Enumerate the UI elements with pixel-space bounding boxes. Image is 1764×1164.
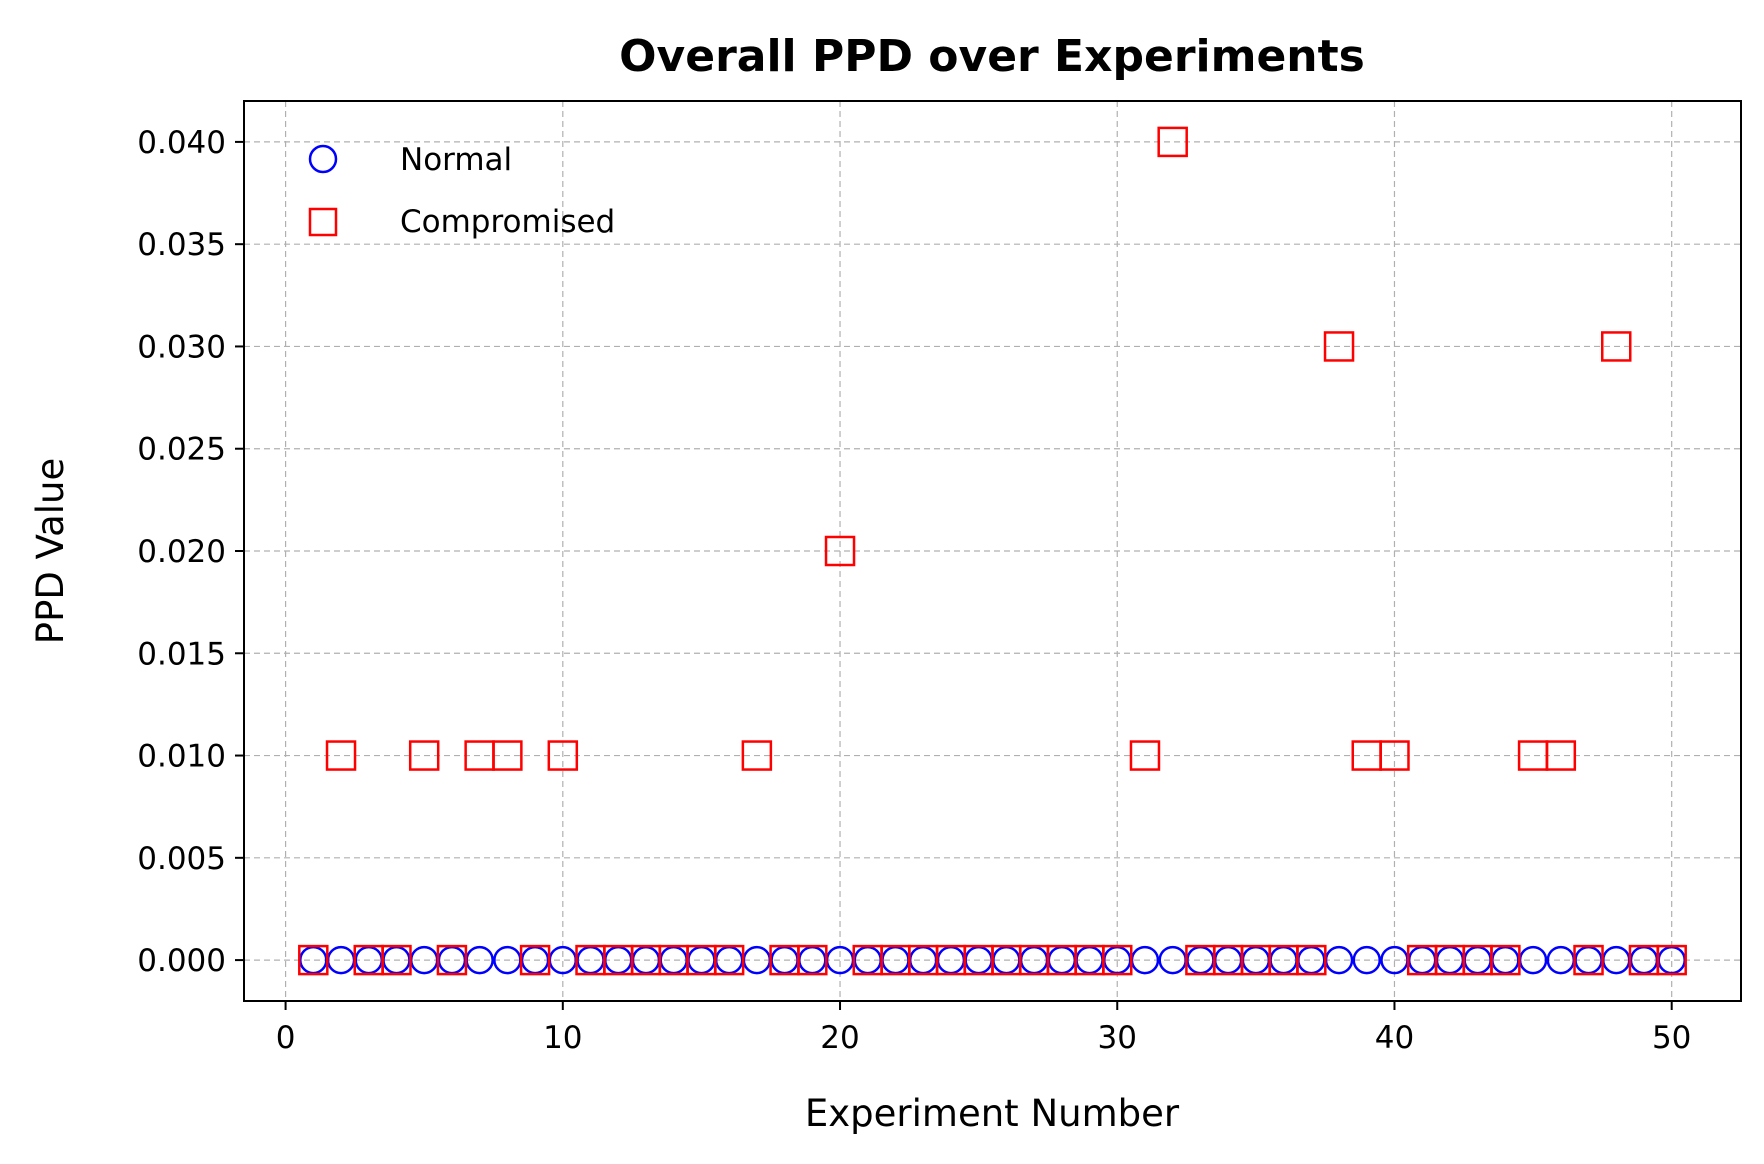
normal-point	[1518, 945, 1548, 975]
normal-point	[548, 945, 578, 975]
ticks-layer: 0 10 20 30 40 50 0.000 0.005 0.010 0.015 0.020 0.02…	[137, 125, 1691, 1056]
compromised-point	[1517, 740, 1549, 771]
normal-point	[326, 945, 356, 975]
x-tick-label: 20	[820, 1020, 859, 1056]
compromised-point	[519, 944, 551, 976]
y-axis-label: PPD Value	[29, 458, 72, 644]
compromised-point	[1102, 944, 1133, 976]
compromised-point	[1379, 740, 1410, 771]
legend-compromised-marker	[308, 207, 338, 237]
compromised-point	[1601, 331, 1632, 362]
compromised-point	[1545, 740, 1577, 771]
compromised-point	[298, 944, 329, 976]
x-axis-label: Experiment Number	[805, 1092, 1180, 1135]
normal-point	[437, 945, 467, 975]
legend-normal-label: Normal	[400, 142, 512, 178]
compromised-point	[1490, 944, 1521, 976]
x-tick-label: 0	[276, 1020, 296, 1056]
normal-point	[1407, 945, 1437, 975]
compromised-point	[1573, 944, 1604, 976]
normal-point	[1657, 945, 1686, 975]
normal-point	[687, 945, 716, 975]
compromised-point	[1656, 944, 1687, 976]
compromised-point	[713, 944, 745, 976]
compromised-point	[824, 535, 856, 567]
legend: Normal Compromised	[308, 142, 615, 240]
compromised-point	[381, 944, 412, 976]
y-tick-label: 0.020	[137, 534, 226, 570]
legend-compromised-label: Compromised	[400, 204, 615, 240]
y-tick-label: 0.015	[137, 636, 226, 672]
normal-point	[936, 945, 966, 975]
y-tick-label: 0.040	[137, 125, 226, 161]
marks-layer	[298, 126, 1687, 976]
y-tick-label: 0.025	[137, 432, 226, 468]
compromised-point	[1296, 944, 1327, 976]
grid-layer	[244, 101, 1741, 1001]
compromised-point	[1129, 740, 1161, 771]
y-tick-label: 0.010	[137, 739, 226, 775]
compromised-point	[408, 740, 440, 771]
chart-title: Overall PPD over Experiments	[619, 31, 1365, 82]
x-tick-label: 40	[1375, 1020, 1414, 1056]
compromised-point	[547, 740, 579, 771]
compromised-point	[492, 740, 523, 771]
normal-point	[1158, 945, 1187, 975]
normal-point	[1352, 945, 1381, 975]
compromised-point	[797, 944, 828, 976]
normal-point	[1297, 945, 1326, 975]
compromised-point	[741, 740, 773, 771]
x-tick-label: 10	[543, 1020, 582, 1056]
legend-normal-marker	[308, 144, 338, 174]
x-tick-label: 50	[1652, 1020, 1691, 1056]
y-tick-label: 0.030	[137, 329, 226, 365]
compromised-point	[436, 944, 468, 976]
y-tick-label: 0.005	[137, 841, 226, 877]
y-tick-label: 0.035	[137, 227, 226, 263]
compromised-point	[1323, 331, 1355, 362]
compromised-point	[1157, 126, 1188, 158]
x-tick-label: 30	[1098, 1020, 1137, 1056]
normal-point	[1047, 945, 1077, 975]
compromised-point	[325, 740, 357, 771]
y-tick-label: 0.000	[137, 943, 226, 979]
normal-point	[798, 945, 827, 975]
